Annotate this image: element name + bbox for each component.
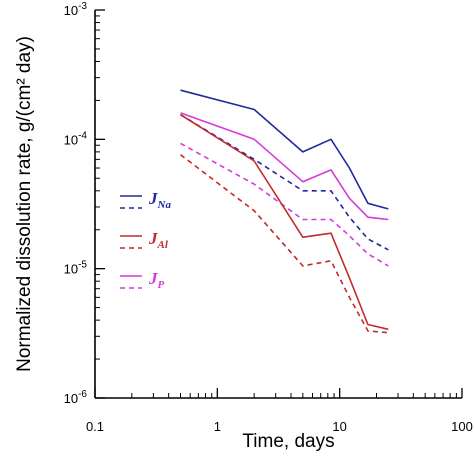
legend: JNa JAl JP	[120, 189, 171, 291]
x-axis-title: Time, days	[242, 431, 334, 452]
y-ticks: 10-3 10-4 10-5 10-6	[64, 1, 105, 406]
series-line-na_solid	[180, 89, 389, 210]
x-tick-label: 10	[332, 419, 346, 434]
x-ticks: 0.1 1 10 100	[86, 388, 473, 434]
y-tick-label: 10-6	[64, 389, 88, 406]
y-axis-title: Normalized dissolution rate, g/(cm² day)	[14, 36, 35, 372]
legend-label: JP	[148, 269, 165, 291]
legend-label: JAl	[148, 229, 169, 251]
series-line-p_dashed	[180, 142, 389, 267]
y-tick-label: 10-4	[64, 130, 88, 147]
series-line-na_dashed	[180, 114, 389, 251]
series-lines	[180, 89, 389, 334]
axes: 0.1 1 10 100 10-3 10-4 10-5 10-6	[64, 1, 473, 434]
x-tick-label: 0.1	[86, 419, 104, 434]
y-tick-label: 10-5	[64, 260, 88, 277]
y-tick-label: 10-3	[64, 1, 88, 18]
x-tick-label: 100	[451, 419, 473, 434]
legend-label: JNa	[148, 189, 171, 211]
series-line-al_solid	[180, 114, 389, 331]
x-tick-label: 1	[214, 419, 221, 434]
series-line-al_dashed	[180, 154, 389, 334]
series-line-p_solid	[180, 112, 389, 221]
